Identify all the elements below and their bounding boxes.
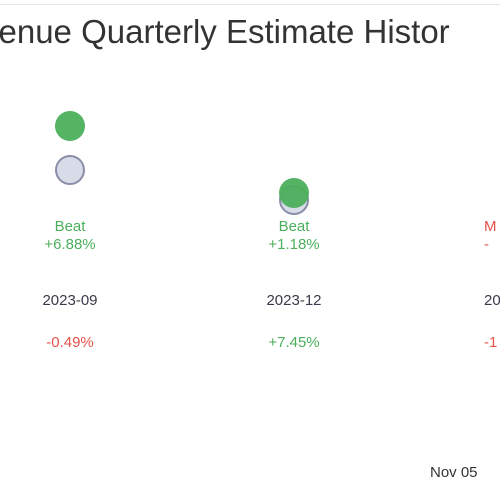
top-border bbox=[0, 4, 500, 5]
status-label: M bbox=[484, 218, 497, 235]
change-label: -1 bbox=[484, 334, 498, 351]
actual-point bbox=[279, 178, 309, 208]
estimate-point bbox=[55, 155, 85, 185]
status-label: Beat bbox=[278, 218, 310, 235]
surprise-label: - bbox=[484, 236, 489, 253]
change-label: +7.45% bbox=[268, 334, 320, 351]
chart-title: venue Quarterly Estimate Histor bbox=[0, 13, 450, 50]
period-column: Beat +6.88% 2023-09 -0.49% bbox=[0, 0, 140, 500]
change-label: -0.49% bbox=[46, 334, 94, 351]
period-label: 2023-12 bbox=[266, 292, 322, 309]
date-label: Nov 05 bbox=[430, 464, 478, 481]
surprise-label: +1.18% bbox=[268, 236, 320, 253]
surprise-label: +6.88% bbox=[44, 236, 96, 253]
status-label: Beat bbox=[54, 218, 86, 235]
period-column: Beat +1.18% 2023-12 +7.45% bbox=[224, 0, 364, 500]
period-label: 2023-09 bbox=[42, 292, 98, 309]
period-column: M - 20 -1 bbox=[448, 0, 500, 500]
actual-point bbox=[55, 110, 85, 141]
period-label: 20 bbox=[484, 292, 500, 309]
